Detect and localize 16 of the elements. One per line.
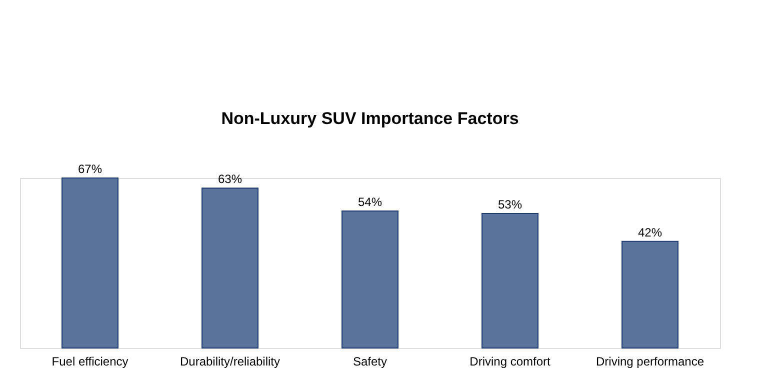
x-tick-label: Safety [352, 354, 388, 368]
x-tick-label: Fuel efficiency [52, 354, 128, 368]
chart-title: Non-Luxury SUV Importance Factors [221, 109, 519, 128]
x-tick-label: Driving performance [596, 354, 704, 368]
bar [342, 210, 398, 348]
bar [622, 240, 678, 348]
x-tick-label: Durability/reliability [180, 354, 280, 368]
data-label: 42% [638, 225, 662, 240]
bar [482, 213, 538, 348]
data-label: 53% [498, 198, 522, 212]
data-label: 67% [78, 162, 102, 176]
bar [62, 178, 118, 348]
x-tick-label: Driving comfort [470, 354, 552, 368]
data-label: 63% [218, 172, 242, 186]
data-label: 54% [358, 194, 382, 209]
bar [202, 188, 258, 348]
